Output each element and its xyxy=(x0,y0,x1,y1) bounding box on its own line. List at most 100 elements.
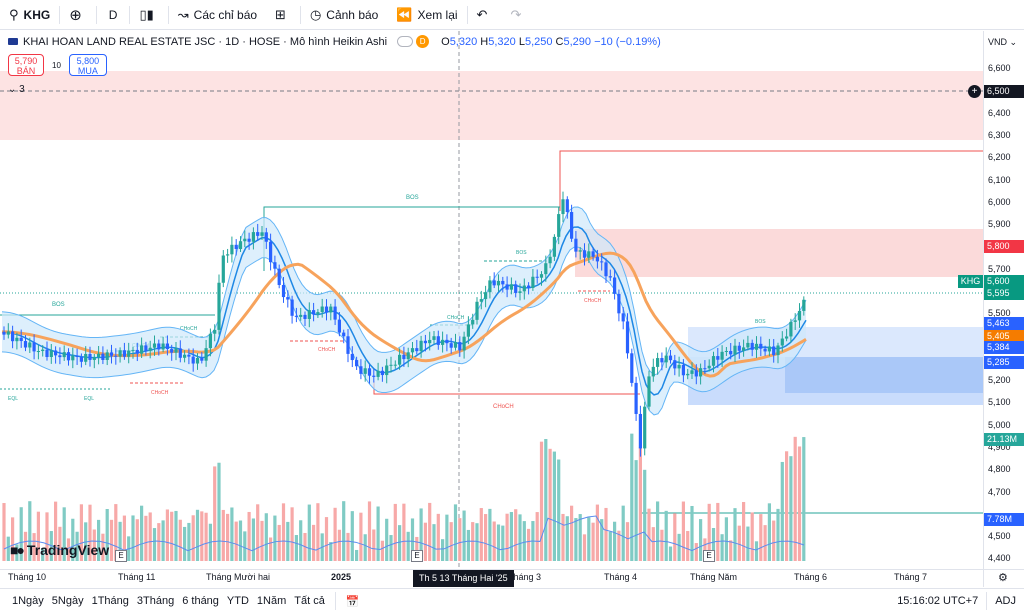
volume-bar xyxy=(707,503,711,561)
volume-bar xyxy=(441,539,445,561)
candle-body xyxy=(131,349,135,351)
candle-body xyxy=(501,280,505,285)
candle-body xyxy=(286,297,290,300)
candle-body xyxy=(234,244,238,250)
candle-body xyxy=(122,350,126,357)
clock-timezone[interactable]: 15:16:02 UTC+7 xyxy=(897,595,979,607)
candle-body xyxy=(703,368,707,370)
candle-body xyxy=(281,284,286,298)
volume-bar xyxy=(742,502,746,561)
supply-zone-top xyxy=(0,71,983,140)
divider xyxy=(299,5,301,24)
time-axis[interactable]: Tháng 10 Tháng 11 Tháng Mười hai 2025 Th… xyxy=(0,569,983,587)
candle-body xyxy=(36,351,40,353)
volume-bar xyxy=(699,519,703,561)
candle-body xyxy=(514,284,518,293)
earnings-event-marker[interactable]: E xyxy=(115,550,127,562)
candle-body xyxy=(316,312,320,315)
range-ytd[interactable]: YTD xyxy=(226,595,249,607)
volume-bar xyxy=(436,513,440,561)
goto-date-button[interactable]: 📅 xyxy=(342,595,364,608)
range-3m[interactable]: 3Tháng xyxy=(136,595,175,607)
volume-bar xyxy=(488,508,492,561)
interval-button[interactable]: D xyxy=(97,0,130,30)
currency-label[interactable]: VND ⌄ xyxy=(988,37,1018,47)
chart-pane[interactable]: BOS BOS CHoCH BOS CHoCH CHoCH CHoCH CHoC… xyxy=(0,31,983,569)
buy-label: MUA xyxy=(77,66,98,76)
indicators-collapse-toggle[interactable]: ⌄ 3 xyxy=(8,84,25,95)
chart-type-button[interactable]: ▯▮ xyxy=(130,0,167,30)
compare-button[interactable]: ⊕ xyxy=(60,0,96,30)
candle-body xyxy=(337,319,341,333)
dividend-badge[interactable]: D xyxy=(416,35,430,48)
tradingview-logo[interactable]: ■● TradingView xyxy=(10,542,109,558)
volume-bar xyxy=(763,525,767,561)
change-value: −10 (−0.19%) xyxy=(594,35,661,48)
volume-bar xyxy=(462,510,466,561)
sell-button[interactable]: 5,790 BÁN xyxy=(8,54,44,76)
indicators-button[interactable]: ↝ Các chỉ báo xyxy=(169,0,266,30)
candle-body xyxy=(238,241,243,250)
choch-line-bottom xyxy=(373,381,640,395)
indicators-label: Các chỉ báo xyxy=(193,7,258,22)
candle-body xyxy=(92,357,96,360)
buy-button[interactable]: 5,800 MUA xyxy=(68,54,107,76)
candle-body xyxy=(32,342,36,352)
alert-price-label[interactable]: 6,500 xyxy=(984,85,1024,98)
visibility-toggle-icon[interactable] xyxy=(397,36,414,47)
candle-body xyxy=(363,368,367,374)
adj-toggle[interactable]: ADJ xyxy=(995,595,1016,607)
replay-button[interactable]: ⏪ Xem lại xyxy=(387,0,466,30)
candle-body xyxy=(694,370,698,377)
candle-body xyxy=(41,349,45,352)
red-high-line xyxy=(559,150,983,211)
symbol-search[interactable]: ⚲ KHG xyxy=(0,0,59,30)
volume-bar xyxy=(385,518,389,561)
range-6m[interactable]: 6 tháng xyxy=(182,595,219,607)
candle-body xyxy=(776,345,780,356)
h-value: 5,320 xyxy=(488,35,516,48)
volume-bar xyxy=(290,507,294,561)
volume-bar xyxy=(161,520,165,561)
alarm-clock-icon: ◷ xyxy=(309,6,322,22)
candle-body xyxy=(664,355,668,363)
range-1m[interactable]: 1Tháng xyxy=(91,595,129,607)
candle-body xyxy=(385,365,389,376)
time-tick: Tháng 11 xyxy=(118,572,156,582)
divider xyxy=(129,5,131,24)
price-axis[interactable]: VND ⌄ 6,600 6,400 6,300 6,200 6,100 6,00… xyxy=(983,31,1024,569)
range-1y[interactable]: 1Năm xyxy=(256,595,287,607)
divider xyxy=(167,5,169,24)
undo-button[interactable]: ↶ xyxy=(468,0,502,30)
candle-body xyxy=(574,238,578,252)
range-5d[interactable]: 5Ngày xyxy=(51,595,84,607)
replay-label: Xem lại xyxy=(417,7,458,22)
legend-title[interactable]: KHAI HOAN LAND REAL ESTATE JSC · 1D · HO… xyxy=(23,35,388,48)
range-all[interactable]: Tất cả xyxy=(294,595,325,607)
alerts-button[interactable]: ◷ Cảnh báo xyxy=(301,0,387,30)
range-1d[interactable]: 1Ngày xyxy=(12,595,44,607)
alert-plus-icon[interactable]: + xyxy=(968,85,981,98)
volume-bar xyxy=(97,519,101,561)
redo-button[interactable]: ↷ xyxy=(501,0,535,30)
candle-body xyxy=(634,382,638,414)
volume-bar xyxy=(767,503,771,561)
candle-body xyxy=(208,333,212,349)
axis-settings-button[interactable]: ⚙ xyxy=(983,569,1024,587)
indicator-chart-icon: ↝ xyxy=(177,6,189,22)
price-chart[interactable]: BOS BOS CHoCH BOS CHoCH CHoCH CHoCH CHoC… xyxy=(0,31,983,569)
candle-body xyxy=(410,348,415,353)
volume-bar xyxy=(733,508,737,561)
volume-bar xyxy=(595,504,599,561)
candle-body xyxy=(294,315,298,317)
volume-bar xyxy=(66,538,71,561)
templates-button[interactable]: ⊞ xyxy=(266,0,300,30)
candle-body xyxy=(518,291,522,293)
volume-bar xyxy=(329,542,333,561)
earnings-event-marker[interactable]: E xyxy=(703,550,715,562)
earnings-event-marker[interactable]: E xyxy=(411,550,423,562)
volume-bar xyxy=(475,523,479,561)
candle-body xyxy=(299,314,303,317)
bos-label-small: BOS xyxy=(516,250,527,256)
volume-bar xyxy=(337,529,341,561)
